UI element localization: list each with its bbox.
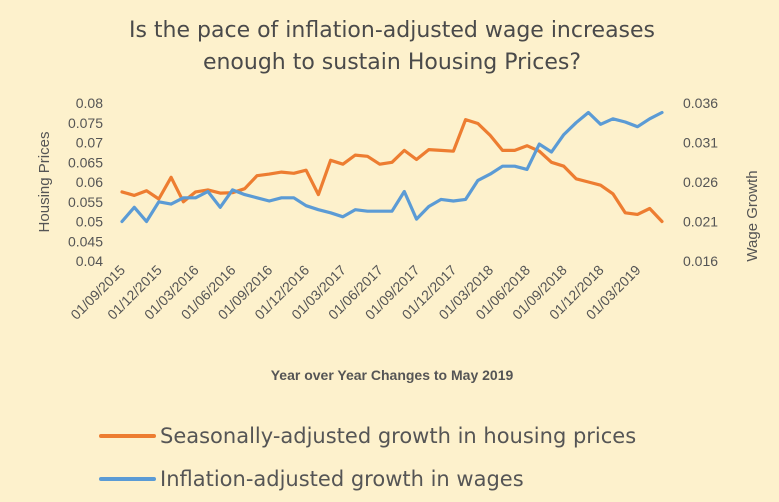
legend-label-housing: Seasonally-adjusted growth in housing pr… (160, 424, 636, 448)
right-axis-title: Wage Growth (744, 170, 761, 261)
right-tick-label: 0.031 (683, 135, 718, 151)
left-tick-label: 0.075 (68, 115, 103, 131)
left-axis-ticks: 0.04 0.045 0.05 0.055 0.06 0.065 0.07 0.075 0.08 (68, 95, 103, 269)
left-tick-label: 0.045 (68, 233, 103, 249)
right-tick-label: 0.036 (683, 95, 718, 111)
legend-label-wages: Inflation-adjusted growth in wages (160, 467, 524, 491)
chart-title-line-1: Is the pace of inflation-adjusted wage i… (129, 18, 655, 43)
housing-prices-line (120, 117, 664, 224)
right-axis-ticks: 0.016 0.021 0.026 0.031 0.036 (683, 95, 718, 269)
series-lines (120, 110, 664, 224)
left-tick-label: 0.07 (76, 135, 103, 151)
left-tick-label: 0.04 (76, 253, 103, 269)
left-tick-label: 0.055 (68, 194, 103, 210)
legend: Seasonally-adjusted growth in housing pr… (99, 424, 636, 491)
right-tick-label: 0.021 (683, 214, 718, 230)
x-axis-title: Year over Year Changes to May 2019 (271, 367, 514, 383)
left-tick-label: 0.065 (68, 154, 103, 170)
left-tick-label: 0.06 (76, 174, 103, 190)
left-axis-title: Housing Prices (36, 132, 53, 233)
right-tick-label: 0.016 (683, 253, 718, 269)
left-tick-label: 0.05 (76, 214, 103, 230)
chart-title-line-2: enough to sustain Housing Prices? (203, 50, 581, 75)
x-axis-ticks: 01/09/201501/12/201501/03/201601/06/2016… (67, 262, 643, 323)
wage-growth-line (120, 110, 664, 224)
right-tick-label: 0.026 (683, 174, 718, 190)
left-tick-label: 0.08 (76, 95, 103, 111)
